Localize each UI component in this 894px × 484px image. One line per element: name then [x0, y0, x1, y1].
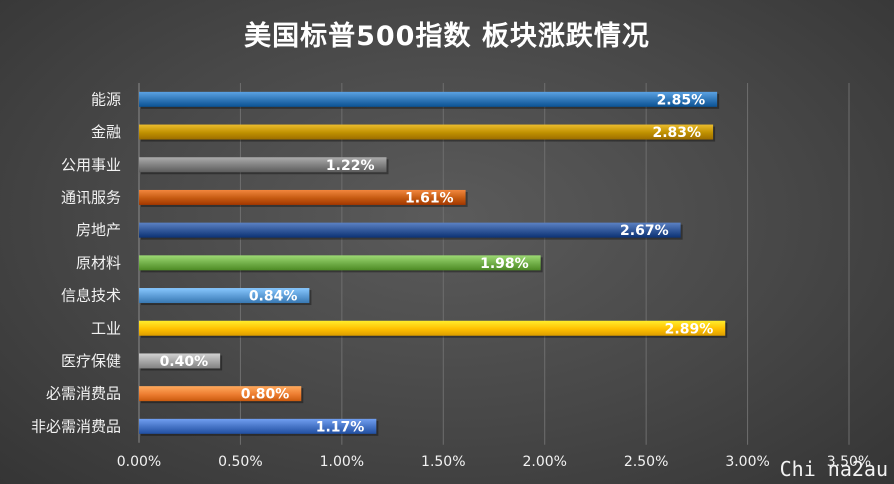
watermark: Chi na2au: [779, 457, 888, 481]
bar: [139, 189, 466, 205]
bar: [139, 386, 302, 402]
data-label: 1.17%: [316, 419, 365, 435]
category-label: 非必需消费品: [31, 417, 121, 435]
category-label: 能源: [91, 90, 121, 108]
data-label: 2.89%: [665, 321, 714, 337]
category-label: 金融: [91, 123, 121, 141]
category-label: 工业: [91, 319, 121, 337]
bar: [139, 91, 718, 107]
data-label: 2.83%: [653, 125, 702, 141]
bar: [139, 418, 377, 434]
data-label: 1.98%: [480, 256, 529, 272]
x-tick-label: 1.50%: [421, 454, 465, 470]
x-tick-label: 2.50%: [624, 454, 668, 470]
category-label: 房地产: [76, 221, 121, 239]
x-tick-label: 0.50%: [218, 454, 262, 470]
data-label: 1.61%: [405, 190, 454, 206]
x-tick-label: 0.00%: [117, 454, 161, 470]
category-label: 医疗保健: [61, 352, 121, 370]
category-label: 公用事业: [61, 156, 121, 174]
data-label: 2.85%: [657, 92, 706, 108]
category-label: 信息技术: [61, 287, 121, 305]
category-label: 通讯服务: [61, 188, 121, 206]
data-label: 1.22%: [326, 158, 375, 174]
x-tick-label: 1.00%: [320, 454, 364, 470]
category-label: 原材料: [76, 254, 121, 272]
bar: [139, 222, 681, 238]
bar: [139, 157, 387, 173]
chart-title: 美国标普500指数 板块涨跌情况: [244, 21, 650, 52]
data-label: 0.40%: [160, 354, 209, 370]
x-tick-label: 2.00%: [522, 454, 566, 470]
x-tick-label: 3.50%: [827, 454, 871, 470]
bar: [139, 353, 221, 369]
category-label: 必需消费品: [46, 385, 121, 403]
data-label: 2.67%: [620, 223, 669, 239]
bar: [139, 288, 310, 304]
bar: [139, 124, 714, 140]
x-tick-label: 3.00%: [725, 454, 769, 470]
bar: [139, 320, 726, 336]
data-label: 0.84%: [249, 289, 298, 305]
data-label: 0.80%: [241, 387, 290, 403]
bar: [139, 255, 541, 271]
